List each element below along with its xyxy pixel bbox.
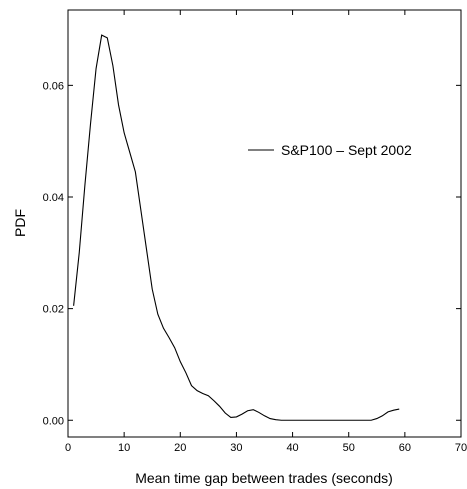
x-tick-label: 50	[343, 442, 355, 454]
y-tick-label: 0.00	[43, 415, 64, 427]
x-tick-label: 40	[286, 442, 298, 454]
x-tick-label: 70	[455, 442, 467, 454]
x-tick-label: 0	[65, 442, 71, 454]
legend: S&P100 – Sept 2002	[248, 142, 412, 158]
series-line-sp100	[73, 34, 400, 421]
y-tick-label: 0.04	[43, 192, 64, 204]
y-tick-label: 0.06	[43, 80, 64, 92]
y-axis-title: PDF	[12, 209, 28, 237]
plot-frame	[67, 9, 462, 438]
x-tick-label: 10	[118, 442, 130, 454]
x-axis-title: Mean time gap between trades (seconds)	[135, 470, 393, 486]
y-axis-ticks: 0.00 0.02 0.04 0.06	[43, 80, 461, 427]
y-tick-label: 0.02	[43, 304, 64, 316]
x-axis-ticks: 0 10 20 30 40 50 60 70	[65, 10, 467, 454]
x-tick-label: 20	[174, 442, 186, 454]
legend-label: S&P100 – Sept 2002	[281, 142, 412, 158]
x-tick-label: 30	[230, 442, 242, 454]
x-tick-label: 60	[399, 442, 411, 454]
